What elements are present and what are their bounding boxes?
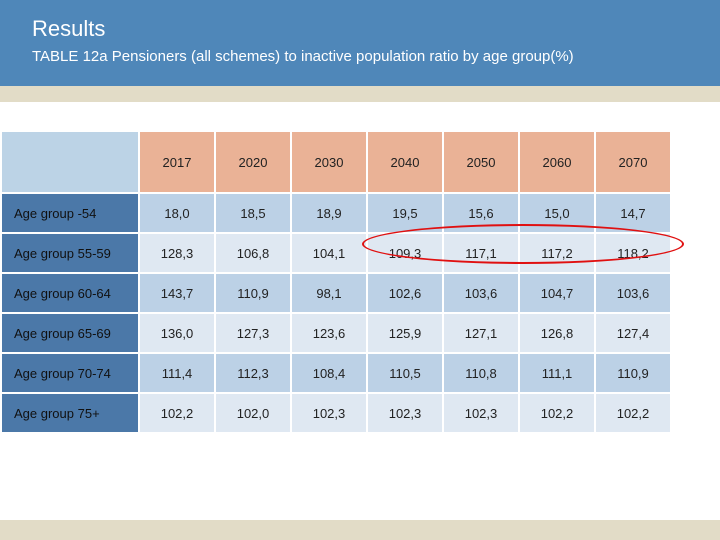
table-cell: 123,6 bbox=[292, 314, 366, 352]
table-cell: 112,3 bbox=[216, 354, 290, 392]
table-cell: 108,4 bbox=[292, 354, 366, 392]
table-cell: 126,8 bbox=[520, 314, 594, 352]
table-cell: 127,4 bbox=[596, 314, 670, 352]
table-cell: 103,6 bbox=[444, 274, 518, 312]
row-label: Age group 70-74 bbox=[2, 354, 138, 392]
row-label: Age group 75+ bbox=[2, 394, 138, 432]
table-cell: 102,3 bbox=[292, 394, 366, 432]
table-cell: 110,8 bbox=[444, 354, 518, 392]
table-row: Age group -54 18,0 18,5 18,9 19,5 15,6 1… bbox=[2, 194, 670, 232]
table-cell: 18,9 bbox=[292, 194, 366, 232]
table-cell: 110,9 bbox=[596, 354, 670, 392]
table-cell: 102,6 bbox=[368, 274, 442, 312]
year-header: 2060 bbox=[520, 132, 594, 192]
table-row: Age group 75+ 102,2 102,0 102,3 102,3 10… bbox=[2, 394, 670, 432]
table-cell: 127,3 bbox=[216, 314, 290, 352]
slide-title: Results bbox=[32, 16, 106, 41]
table-cell: 117,2 bbox=[520, 234, 594, 272]
row-label: Age group 60-64 bbox=[2, 274, 138, 312]
corner-cell bbox=[2, 132, 138, 192]
table-cell: 102,0 bbox=[216, 394, 290, 432]
table-row: Age group 65-69 136,0 127,3 123,6 125,9 … bbox=[2, 314, 670, 352]
table-cell: 15,0 bbox=[520, 194, 594, 232]
table-cell: 136,0 bbox=[140, 314, 214, 352]
table-cell: 104,7 bbox=[520, 274, 594, 312]
table-cell: 19,5 bbox=[368, 194, 442, 232]
table-cell: 118,2 bbox=[596, 234, 670, 272]
table-cell: 102,2 bbox=[520, 394, 594, 432]
table-cell: 18,0 bbox=[140, 194, 214, 232]
row-label: Age group -54 bbox=[2, 194, 138, 232]
decorative-stripe-bottom bbox=[0, 520, 720, 540]
table-cell: 128,3 bbox=[140, 234, 214, 272]
table-cell: 110,9 bbox=[216, 274, 290, 312]
table-row: Age group 55-59 128,3 106,8 104,1 109,3 … bbox=[2, 234, 670, 272]
table-cell: 102,3 bbox=[368, 394, 442, 432]
year-header: 2017 bbox=[140, 132, 214, 192]
year-header: 2030 bbox=[292, 132, 366, 192]
table-cell: 109,3 bbox=[368, 234, 442, 272]
table-cell: 117,1 bbox=[444, 234, 518, 272]
ratio-table: 2017 2020 2030 2040 2050 2060 2070 Age g… bbox=[0, 130, 672, 434]
table-cell: 102,3 bbox=[444, 394, 518, 432]
table-cell: 104,1 bbox=[292, 234, 366, 272]
year-header: 2020 bbox=[216, 132, 290, 192]
year-header-row: 2017 2020 2030 2040 2050 2060 2070 bbox=[2, 132, 670, 192]
table-cell: 102,2 bbox=[140, 394, 214, 432]
table-cell: 143,7 bbox=[140, 274, 214, 312]
table-cell: 110,5 bbox=[368, 354, 442, 392]
table-cell: 15,6 bbox=[444, 194, 518, 232]
table-cell: 127,1 bbox=[444, 314, 518, 352]
table-row: Age group 70-74 111,4 112,3 108,4 110,5 … bbox=[2, 354, 670, 392]
table-cell: 125,9 bbox=[368, 314, 442, 352]
table-cell: 98,1 bbox=[292, 274, 366, 312]
row-label: Age group 55-59 bbox=[2, 234, 138, 272]
decorative-stripe-top bbox=[0, 86, 720, 102]
table-cell: 111,1 bbox=[520, 354, 594, 392]
table-cell: 111,4 bbox=[140, 354, 214, 392]
table-cell: 102,2 bbox=[596, 394, 670, 432]
table-caption: TABLE 12a Pensioners (all schemes) to in… bbox=[32, 48, 574, 65]
year-header: 2070 bbox=[596, 132, 670, 192]
year-header: 2040 bbox=[368, 132, 442, 192]
slide-header: Results TABLE 12a Pensioners (all scheme… bbox=[0, 0, 720, 86]
table-cell: 106,8 bbox=[216, 234, 290, 272]
table-cell: 103,6 bbox=[596, 274, 670, 312]
year-header: 2050 bbox=[444, 132, 518, 192]
table-cell: 18,5 bbox=[216, 194, 290, 232]
table-cell: 14,7 bbox=[596, 194, 670, 232]
table-row: Age group 60-64 143,7 110,9 98,1 102,6 1… bbox=[2, 274, 670, 312]
row-label: Age group 65-69 bbox=[2, 314, 138, 352]
